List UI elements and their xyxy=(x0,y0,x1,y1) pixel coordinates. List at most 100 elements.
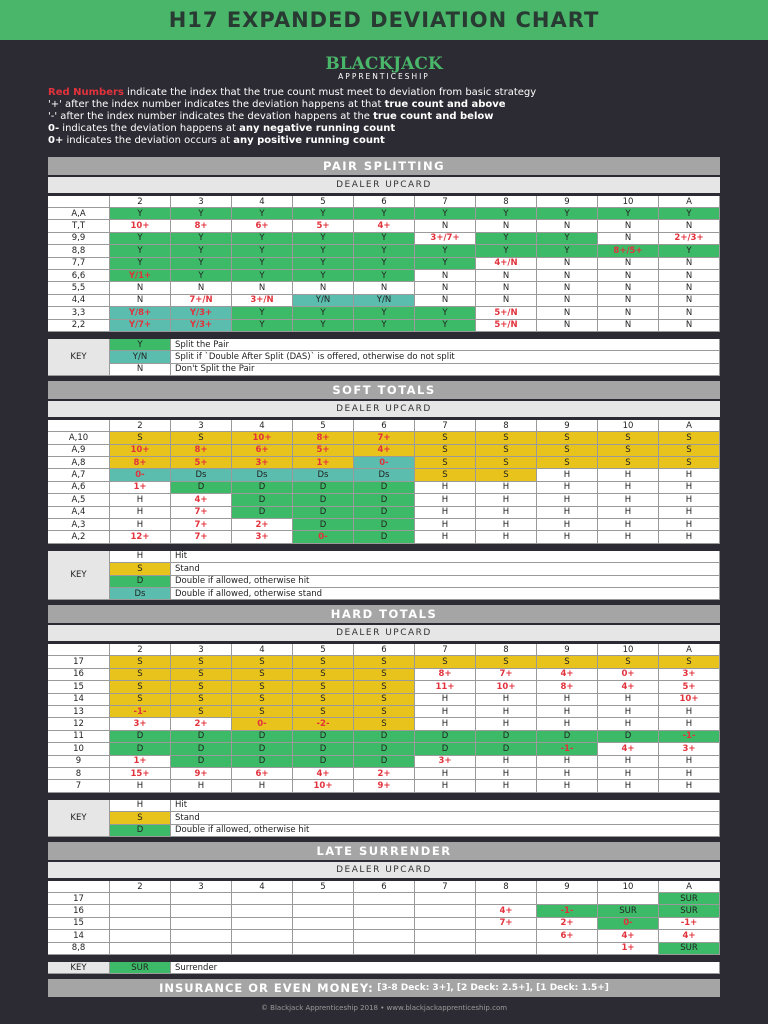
strategy-cell: S xyxy=(171,706,232,719)
note: '+' after the index number indicates the… xyxy=(48,99,506,110)
strategy-cell: H xyxy=(415,531,476,544)
strategy-cell xyxy=(232,942,293,955)
column-header: 8 xyxy=(476,420,537,433)
key-code: SUR xyxy=(110,962,171,975)
column-header: 5 xyxy=(293,196,354,208)
row-label: 7,7 xyxy=(48,257,110,270)
strategy-cell: S xyxy=(110,432,171,445)
strategy-cell: D xyxy=(293,519,354,532)
strategy-cell: 4+ xyxy=(537,668,598,682)
note-text: Red Numbers xyxy=(48,87,124,98)
strategy-cell: 15+ xyxy=(110,768,171,781)
strategy-cell: D xyxy=(171,481,232,495)
strategy-cell: N xyxy=(476,282,537,295)
row-label: 17 xyxy=(48,893,110,906)
column-header: 9 xyxy=(537,420,598,433)
strategy-cell: 10+ xyxy=(232,432,293,445)
column-header: 2 xyxy=(110,644,171,657)
column-header: 6 xyxy=(354,196,415,208)
strategy-cell: N xyxy=(293,282,354,295)
strategy-cell xyxy=(171,917,232,931)
note-text: 0+ xyxy=(48,135,64,146)
strategy-cell: Ds xyxy=(232,469,293,482)
strategy-cell: Y/7+ xyxy=(110,319,171,332)
strategy-cell: 4+ xyxy=(659,930,720,943)
strategy-cell: Y xyxy=(293,307,354,320)
strategy-cell: 3+/N xyxy=(232,294,293,308)
column-header: 7 xyxy=(415,196,476,208)
strategy-cell: Y xyxy=(537,208,598,221)
strategy-cell: S xyxy=(415,432,476,445)
insurance-bar: INSURANCE OR EVEN MONEY: [3-8 Deck: 3+],… xyxy=(48,979,720,997)
insurance-title: INSURANCE OR EVEN MONEY: xyxy=(159,981,374,995)
strategy-cell: H xyxy=(476,481,537,495)
strategy-cell: S xyxy=(476,444,537,457)
strategy-cell: 6+ xyxy=(232,444,293,457)
key-text: Double if allowed, otherwise hit xyxy=(171,824,720,837)
strategy-cell: H xyxy=(537,519,598,532)
strategy-cell xyxy=(171,893,232,906)
strategy-cell xyxy=(110,942,171,955)
strategy-cell: 11+ xyxy=(415,681,476,694)
row-label: 14 xyxy=(48,930,110,943)
strategy-cell: H xyxy=(415,780,476,793)
strategy-cell: H xyxy=(476,718,537,731)
column-header: 3 xyxy=(171,644,232,657)
strategy-cell xyxy=(537,893,598,906)
strategy-cell: N xyxy=(476,220,537,233)
row-label: T,T xyxy=(48,220,110,233)
column-header: 8 xyxy=(476,196,537,208)
strategy-cell: D xyxy=(171,730,232,744)
strategy-cell: N xyxy=(659,307,720,320)
strategy-cell: 3+ xyxy=(232,531,293,544)
strategy-cell: Y xyxy=(354,245,415,258)
strategy-cell: S xyxy=(232,668,293,682)
strategy-cell: H xyxy=(659,706,720,719)
row-label: 4,4 xyxy=(48,294,110,308)
section-subtitle: DEALER UPCARD xyxy=(48,177,720,193)
note: 0+ indicates the deviation occurs at any… xyxy=(48,135,385,146)
strategy-cell: 8+ xyxy=(415,668,476,682)
column-header: 7 xyxy=(415,420,476,433)
strategy-cell: D xyxy=(476,743,537,756)
strategy-cell: D xyxy=(171,755,232,768)
key-label: KEY xyxy=(48,339,110,377)
strategy-cell: 9+ xyxy=(354,780,415,793)
strategy-cell: N xyxy=(598,319,659,332)
strategy-cell: S xyxy=(598,444,659,457)
strategy-cell: S xyxy=(354,693,415,706)
strategy-cell: S xyxy=(293,656,354,669)
strategy-cell: S xyxy=(354,718,415,731)
strategy-cell: H xyxy=(110,506,171,519)
strategy-cell: N xyxy=(598,294,659,308)
strategy-cell: S xyxy=(232,693,293,706)
key-text: Hit xyxy=(171,799,720,813)
strategy-cell xyxy=(232,930,293,943)
strategy-cell: 7+ xyxy=(171,531,232,544)
strategy-cell: Y xyxy=(232,245,293,258)
strategy-cell: 0- xyxy=(598,917,659,931)
key-text: Split the Pair xyxy=(171,339,720,352)
strategy-cell: Y xyxy=(110,257,171,270)
strategy-cell: 7+ xyxy=(476,917,537,931)
key-label: KEY xyxy=(48,799,110,837)
column-header: 9 xyxy=(537,881,598,893)
strategy-cell: 6+ xyxy=(537,930,598,943)
strategy-cell xyxy=(415,905,476,918)
strategy-cell: 4+ xyxy=(598,681,659,694)
strategy-cell: S xyxy=(293,706,354,719)
strategy-cell: SUR xyxy=(659,905,720,918)
strategy-cell: S xyxy=(598,656,659,669)
strategy-cell xyxy=(171,930,232,943)
strategy-cell: 10+ xyxy=(659,693,720,706)
strategy-cell xyxy=(598,893,659,906)
strategy-cell: N xyxy=(598,307,659,320)
strategy-cell: N xyxy=(415,294,476,308)
strategy-cell: Y xyxy=(232,232,293,246)
note-text: any negative running count xyxy=(239,123,396,134)
strategy-cell: H xyxy=(110,494,171,507)
key-text: Double if allowed, otherwise hit xyxy=(171,575,720,588)
note-text: 0- xyxy=(48,123,60,134)
key-label: KEY xyxy=(48,962,110,975)
strategy-cell: Y xyxy=(171,257,232,270)
